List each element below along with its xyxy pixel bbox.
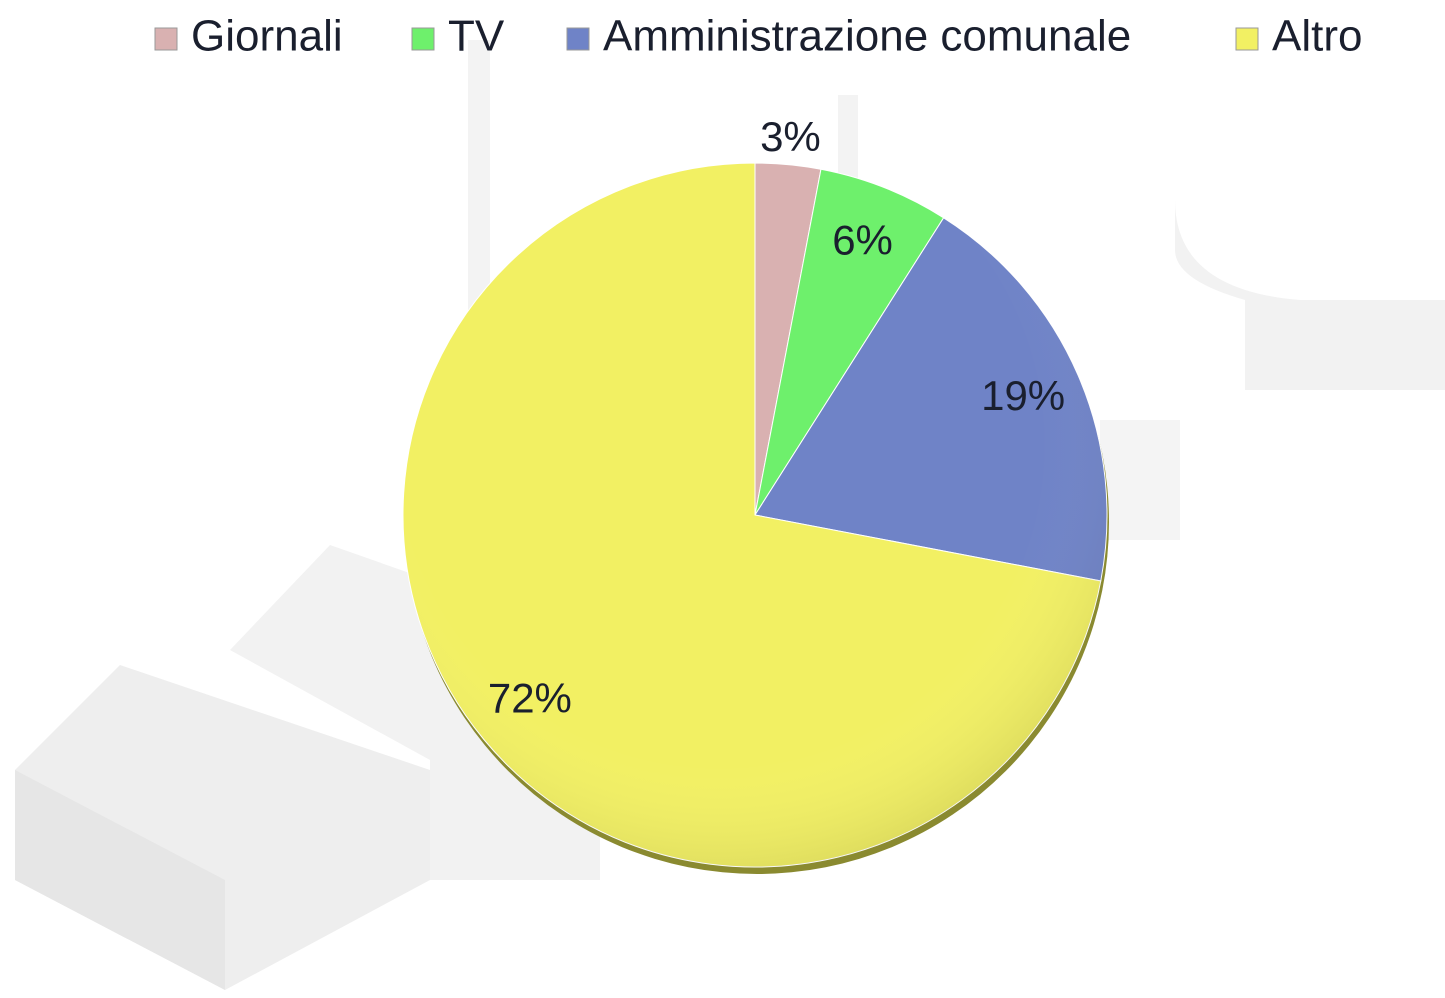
legend-swatch bbox=[566, 27, 590, 51]
legend-label: Amministrazione comunale bbox=[603, 12, 1131, 61]
slice-label: 19% bbox=[981, 372, 1065, 419]
legend-swatch bbox=[1235, 27, 1259, 51]
legend-label: Altro bbox=[1272, 12, 1362, 61]
labels: 3% 6% 19% 72% bbox=[488, 113, 1065, 721]
slice-label: 72% bbox=[488, 674, 572, 721]
legend-label: TV bbox=[448, 12, 505, 61]
legend-swatch bbox=[154, 27, 178, 51]
slice-label: 3% bbox=[760, 113, 821, 160]
legend-label: Giornali bbox=[191, 12, 343, 61]
pie bbox=[402, 162, 1108, 868]
legend: Giornali TV Amministrazione comunale Altro bbox=[154, 12, 1362, 61]
legend-swatch bbox=[411, 27, 435, 51]
slice-label: 6% bbox=[832, 216, 893, 263]
